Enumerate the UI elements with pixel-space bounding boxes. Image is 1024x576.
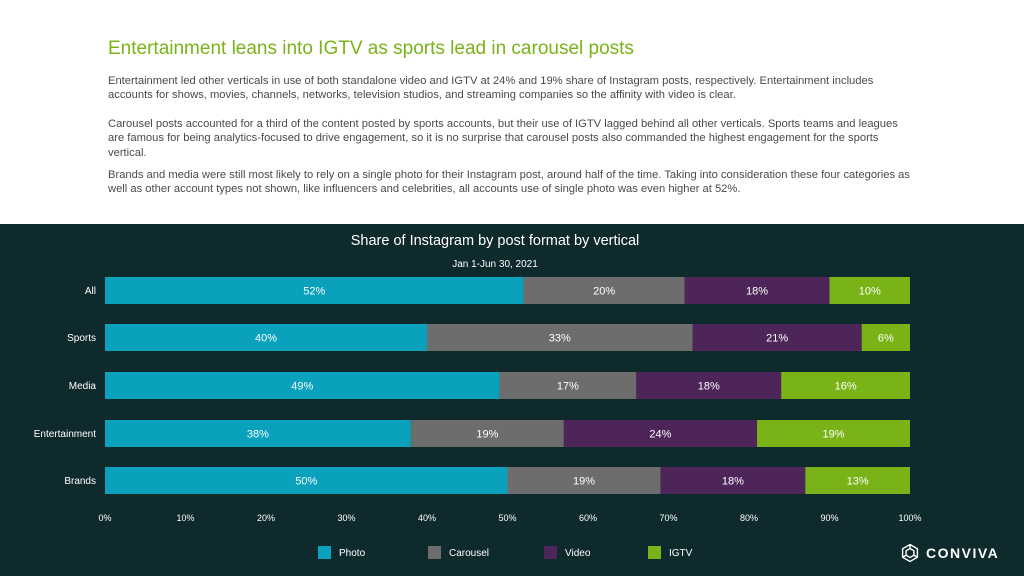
chart-subtitle: Jan 1-Jun 30, 2021 (452, 259, 538, 270)
bar-media-photo (105, 372, 500, 399)
category-label-entertainment: Entertainment (34, 429, 96, 440)
x-tick-label: 60% (579, 513, 597, 523)
chart-panel: Share of Instagram by post format by ver… (0, 224, 1024, 576)
category-label-brands: Brands (64, 476, 96, 487)
legend-label-photo: Photo (339, 548, 366, 559)
x-tick-label: 80% (740, 513, 758, 523)
x-tick-label: 0% (98, 513, 111, 523)
category-label-all: All (85, 286, 96, 297)
x-tick-label: 100% (898, 513, 921, 523)
bar-entertainment-photo (105, 420, 411, 447)
x-tick-label: 40% (418, 513, 436, 523)
bar-media-carousel (499, 372, 637, 399)
x-tick-label: 50% (498, 513, 516, 523)
data-label-entertainment-igtv: 19% (823, 429, 845, 441)
legend-label-video: Video (565, 548, 591, 559)
bar-all-video (684, 277, 830, 304)
legend-swatch-photo (318, 546, 331, 559)
bar-brands-photo (105, 467, 508, 494)
x-tick-label: 10% (176, 513, 194, 523)
legend-swatch-video (544, 546, 557, 559)
bar-sports-igtv (861, 324, 910, 351)
data-label-all-igtv: 10% (859, 286, 881, 298)
category-label-sports: Sports (67, 333, 96, 344)
data-label-media-carousel: 17% (557, 381, 579, 393)
page-heading: Entertainment leans into IGTV as sports … (108, 38, 634, 59)
bar-brands-carousel (507, 467, 661, 494)
category-label-media: Media (69, 381, 97, 392)
x-tick-label: 90% (820, 513, 838, 523)
data-label-brands-photo: 50% (295, 476, 317, 488)
text-panel: Entertainment leans into IGTV as sports … (0, 0, 1024, 224)
paragraph-brands-media: Brands and media were still most likely … (108, 169, 910, 196)
bar-entertainment-igtv (757, 420, 910, 447)
bar-entertainment-carousel (410, 420, 564, 447)
paragraph-entertainment: Entertainment led other verticals in use… (108, 75, 874, 102)
bar-media-igtv (781, 372, 910, 399)
conviva-logo-text: CONVIVA (926, 545, 1000, 561)
legend-label-igtv: IGTV (669, 548, 693, 559)
data-label-entertainment-photo: 38% (247, 429, 269, 441)
data-label-brands-carousel: 19% (573, 476, 595, 488)
data-label-sports-carousel: 33% (549, 333, 571, 345)
data-label-entertainment-carousel: 19% (476, 429, 498, 441)
data-label-media-igtv: 16% (835, 381, 857, 393)
data-label-sports-photo: 40% (255, 333, 277, 345)
conviva-logo: CONVIVA (900, 543, 999, 563)
conviva-logo-icon (901, 543, 919, 563)
data-label-sports-video: 21% (766, 333, 788, 345)
bar-sports-photo (105, 324, 427, 351)
data-label-all-photo: 52% (303, 286, 325, 298)
data-label-media-video: 18% (698, 381, 720, 393)
data-label-all-video: 18% (746, 286, 768, 298)
bar-brands-video (660, 467, 806, 494)
data-label-all-carousel: 20% (593, 286, 615, 298)
data-label-brands-video: 18% (722, 476, 744, 488)
chart-title: Share of Instagram by post format by ver… (351, 233, 640, 249)
data-label-entertainment-video: 24% (649, 429, 671, 441)
bar-media-video (636, 372, 782, 399)
x-tick-label: 20% (257, 513, 275, 523)
data-label-brands-igtv: 13% (847, 476, 869, 488)
bar-all-photo (105, 277, 524, 304)
bar-all-igtv (829, 277, 910, 304)
legend-swatch-carousel (428, 546, 441, 559)
data-label-media-photo: 49% (291, 381, 313, 393)
bar-brands-igtv (805, 467, 910, 494)
paragraph-sports: Carousel posts accounted for a third of … (108, 118, 898, 159)
bar-entertainment-video (563, 420, 758, 447)
x-tick-label: 70% (659, 513, 677, 523)
legend-swatch-igtv (648, 546, 661, 559)
legend-label-carousel: Carousel (449, 548, 489, 559)
bar-all-carousel (523, 277, 685, 304)
bar-sports-video (692, 324, 862, 351)
stacked-bar-chart: Share of Instagram by post format by ver… (34, 233, 922, 559)
data-label-sports-igtv: 6% (878, 333, 894, 345)
x-tick-label: 30% (337, 513, 355, 523)
bar-sports-carousel (427, 324, 693, 351)
